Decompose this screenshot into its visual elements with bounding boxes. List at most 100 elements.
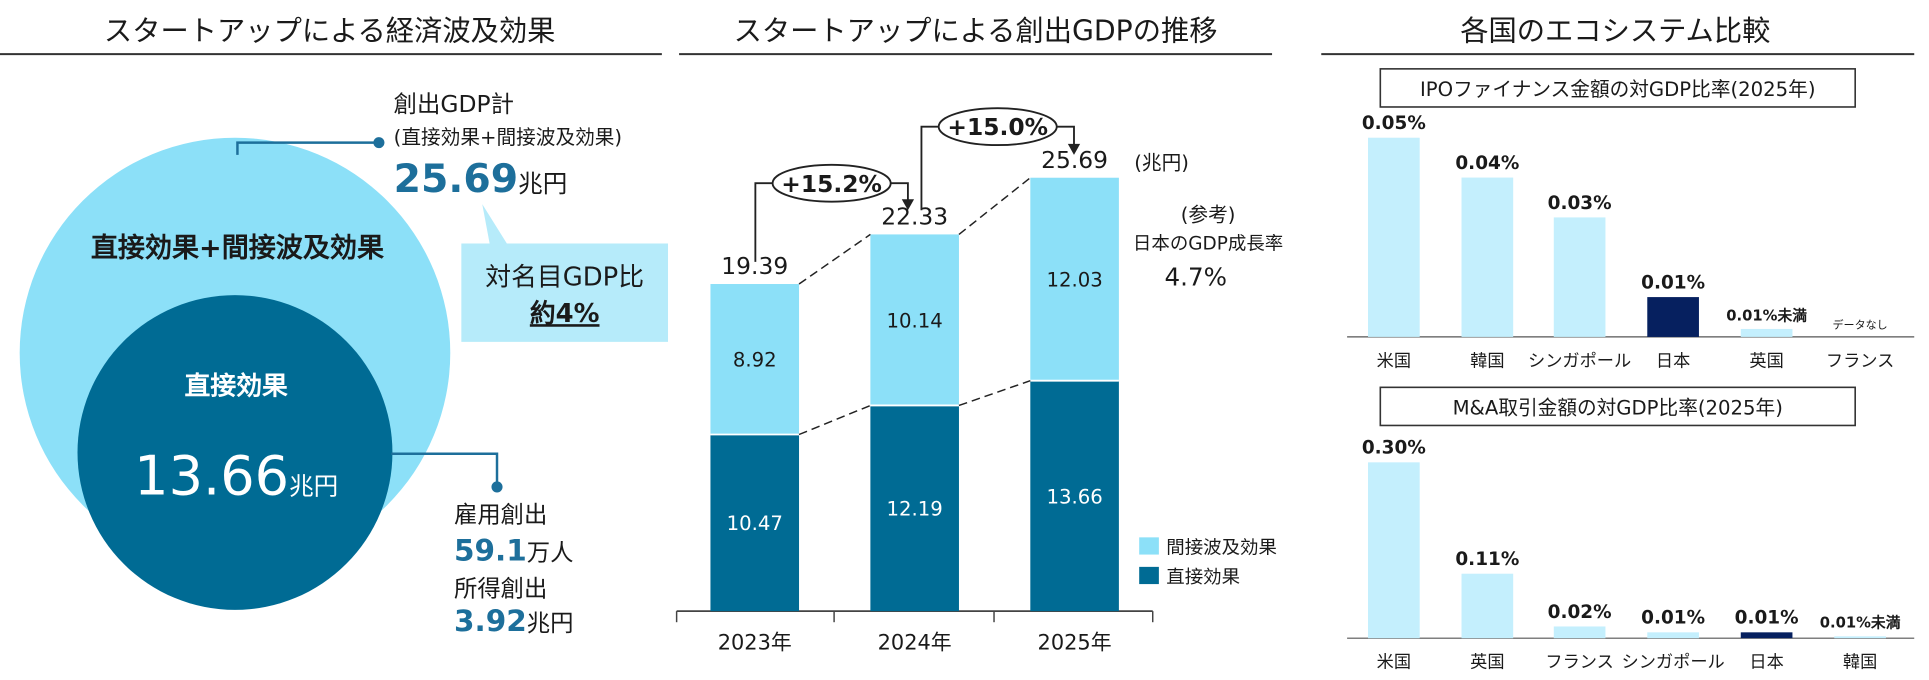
total-connector-dot (373, 137, 385, 149)
legend-direct-label: 直接効果 (1166, 567, 1240, 588)
outer-circle-label: 直接効果+間接波及効果 (91, 232, 384, 264)
growth-ellipse-1 (937, 107, 1058, 147)
panel-economic-effect: スタートアップによる経済波及効果 直接効果+間接波及効果 直接効果 13.66兆… (0, 15, 669, 638)
bar-direct-1 (870, 405, 959, 612)
growth-ellipse-0 (771, 163, 892, 203)
growth-label-0: +15.2% (781, 170, 882, 198)
ma-bar-0 (1368, 462, 1420, 639)
inner-value-number: 13.66 (134, 444, 289, 507)
total-value: 25.69兆円 (394, 156, 568, 202)
ipo-bar-4 (1740, 328, 1793, 337)
employment-value-unit: 万人 (527, 539, 574, 567)
ipo-title-box (1379, 68, 1856, 108)
ipo-value-label-1: 0.04% (1455, 153, 1519, 174)
growth-arrow-head-1 (1067, 143, 1081, 155)
ma-value-label-1: 0.11% (1455, 549, 1519, 570)
unit-label: (兆円) (1134, 152, 1189, 175)
bar-total-label-1: 22.33 (881, 203, 948, 231)
connector-top-0 (798, 233, 871, 285)
ratio-label: 対名目GDP比 (485, 262, 644, 292)
legend-indirect-swatch (1139, 537, 1159, 555)
panel3-title: 各国のエコシステム比較 (1460, 15, 1770, 48)
inner-value-unit: 兆円 (289, 471, 338, 500)
bar-indirect-label-2: 12.03 (1046, 269, 1102, 292)
ipo-category-label-1: 韓国 (1470, 351, 1504, 371)
growth-arrow-head-0 (901, 199, 915, 211)
x-tick-label-0: 2023年 (718, 630, 792, 654)
ma-value-label-4: 0.01% (1735, 608, 1799, 629)
panel2-title: スタートアップによる創出GDPの推移 (734, 15, 1218, 48)
total-connector (236, 141, 379, 155)
bar-direct-label-1: 12.19 (887, 498, 943, 521)
connector-mid-1 (958, 379, 1031, 407)
x-tick-label-2: 2025年 (1038, 630, 1112, 654)
ma-category-label-4: 日本 (1749, 653, 1783, 673)
income-value-unit: 兆円 (527, 609, 574, 637)
inner-circle-label: 直接効果 (185, 371, 288, 402)
ma-value-label-5: 0.01%未満 (1820, 614, 1901, 632)
ipo-value-label-3: 0.01% (1641, 272, 1705, 293)
ma-title-box (1379, 386, 1856, 427)
reference-label: (参考) (1181, 203, 1236, 226)
total-label: 創出GDP計 (394, 90, 514, 118)
bar-indirect-1 (870, 234, 959, 406)
growth-label-1: +15.0% (947, 113, 1048, 141)
ipo-value-label-5: データなし (1832, 317, 1887, 331)
panel-gdp-trend: スタートアップによる創出GDPの推移 (兆円) (参考) 日本のGDP成長率 4… (675, 15, 1283, 654)
ipo-bar-0 (1368, 137, 1420, 337)
ma-title: M&A取引金額の対GDP比率(2025年) (1453, 396, 1783, 419)
ma-bar-4 (1740, 632, 1793, 639)
reference-value: 4.7% (1165, 262, 1227, 291)
ipo-category-label-5: フランス (1826, 351, 1894, 371)
employment-label: 雇用創出 (454, 501, 547, 529)
ipo-category-label-3: 日本 (1656, 351, 1690, 371)
ma-bar-1 (1461, 573, 1514, 639)
total-value-number: 25.69 (394, 156, 518, 202)
bar-indirect-label-0: 8.92 (733, 349, 777, 372)
ipo-value-label-0: 0.05% (1362, 113, 1426, 134)
ipo-bar-3 (1647, 297, 1699, 337)
ma-category-label-3: シンガポール (1621, 653, 1724, 673)
ma-category-label-0: 米国 (1377, 653, 1411, 673)
connector-top-1 (958, 177, 1031, 235)
reference-sub: 日本のGDP成長率 (1133, 234, 1283, 255)
ipo-bar-2 (1553, 217, 1606, 337)
inner-circle (77, 295, 393, 610)
bar-direct-label-2: 13.66 (1046, 485, 1102, 508)
ma-category-label-1: 英国 (1470, 653, 1504, 673)
ipo-category-label-4: 英国 (1749, 351, 1783, 371)
ipo-category-label-0: 米国 (1377, 351, 1411, 371)
income-value: 3.92兆円 (454, 604, 574, 638)
employment-value-number: 59.1 (454, 534, 527, 568)
connector-mid-0 (798, 404, 871, 436)
ma-bar-5 (1834, 636, 1886, 639)
ratio-value: 約4% (530, 298, 600, 329)
ipo-value-label-2: 0.03% (1548, 193, 1612, 214)
x-tick-label-1: 2024年 (878, 630, 952, 654)
ma-bar-2 (1553, 626, 1606, 639)
ipo-bar-1 (1461, 177, 1514, 337)
bar-direct-label-0: 10.47 (727, 512, 783, 535)
total-sub: (直接効果+間接波及効果) (394, 126, 622, 149)
ma-value-label-3: 0.01% (1641, 608, 1705, 629)
panel-ecosystem: 各国のエコシステム比較 IPOファイナンス金額の対GDP比率(2025年) M&… (1321, 15, 1915, 673)
ipo-category-label-2: シンガポール (1528, 351, 1631, 371)
bar-direct-0 (710, 434, 800, 612)
ipo-title: IPOファイナンス金額の対GDP比率(2025年) (1420, 78, 1816, 101)
ma-category-label-5: 韓国 (1843, 653, 1877, 673)
income-label: 所得創出 (454, 574, 547, 602)
bar-indirect-2 (1030, 177, 1119, 381)
income-value-number: 3.92 (454, 604, 527, 638)
employment-connector (391, 452, 499, 487)
inner-circle-value: 13.66兆円 (134, 444, 338, 507)
legend-direct-swatch (1139, 566, 1159, 585)
ratio-bubble (461, 204, 669, 342)
ma-value-label-2: 0.02% (1548, 602, 1612, 623)
total-value-unit: 兆円 (518, 169, 567, 198)
panel1-title: スタートアップによる経済波及効果 (104, 15, 556, 48)
ma-bar-3 (1647, 632, 1699, 639)
bar-indirect-label-1: 10.14 (887, 309, 943, 332)
legend-indirect-label: 間接波及効果 (1166, 537, 1277, 558)
bar-direct-2 (1030, 380, 1119, 612)
